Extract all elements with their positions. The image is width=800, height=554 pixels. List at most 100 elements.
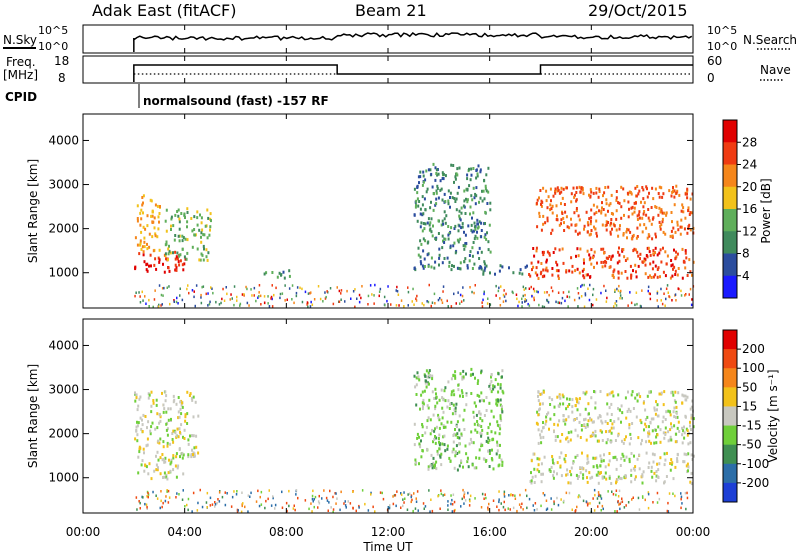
scatter-cell [205,248,208,252]
noise-cell [205,501,208,504]
scatter-cell [639,223,642,227]
scatter-cell [422,174,425,178]
noise-cell [439,297,441,300]
noise-cell [139,295,141,298]
scatter-cell [421,434,424,437]
scatter-cell [288,274,291,278]
noise-cell [221,297,223,301]
scatter-cell [419,445,422,449]
scatter-cell [478,424,481,427]
scatter-cell [196,210,199,214]
scatter-cell [597,439,600,443]
scatter-cell [581,188,584,192]
scatter-cell [154,257,157,261]
scatter-cell [599,390,602,393]
scatter-cell [453,408,456,412]
scatter-cell [495,402,498,406]
scatter-cell [577,475,580,478]
scatter-cell [465,372,467,376]
scatter-cell [530,471,532,475]
scatter-cell [476,222,479,226]
scatter-cell [483,235,486,239]
noise-cell [153,298,156,301]
scatter-cell [676,460,679,463]
scatter-cell [543,455,546,459]
scatter-cell [684,251,687,255]
scatter-cell [158,248,161,252]
scatter-cell [656,268,659,271]
scatter-cell [561,212,564,215]
scatter-cell [476,423,479,427]
scatter-cell [660,223,663,227]
scatter-cell [609,230,612,234]
scatter-cell [480,235,483,239]
noise-cell [387,506,390,509]
noise-cell [360,296,362,300]
scatter-cell [615,217,618,221]
scatter-cell [650,417,653,421]
noise-cell [690,303,693,307]
noise-cell [617,495,620,498]
scatter-cell [473,422,476,426]
freq-trace [133,64,693,82]
scatter-cell [670,229,673,233]
scatter-cell [653,453,656,457]
scatter-cell [611,254,614,258]
scatter-cell [157,466,159,470]
scatter-cell [476,230,478,234]
scatter-cell [608,392,611,396]
scatter-cell [633,201,636,205]
scatter-cell [656,403,659,407]
scatter-cell [607,430,610,433]
scatter-cell [472,410,475,414]
scatter-cell [689,420,691,424]
scatter-cell [155,403,158,407]
scatter-cell [444,174,447,178]
noise-cell [178,493,180,496]
scatter-cell [440,463,443,467]
scatter-cell [143,451,145,455]
scatter-cell [425,379,428,383]
scatter-cell [172,429,175,433]
scatter-cell [191,434,193,438]
scatter-cell [494,272,496,276]
scatter-cell [172,468,175,472]
noise-cell [223,299,226,302]
nave-tick-top: 60 [707,54,722,68]
scatter-cell [490,390,493,394]
noise-cell [538,303,540,307]
scatter-cell [478,394,481,398]
scatter-cell [637,264,640,268]
scatter-cell [426,221,429,225]
noise-cell [417,509,419,512]
scatter-cell [687,225,690,229]
scatter-cell [615,467,618,471]
scatter-cell [434,203,437,207]
scatter-cell [199,258,202,262]
scatter-cell [665,475,668,478]
scatter-cell [624,270,627,273]
noise-cell [361,489,364,492]
noise-cell [542,492,544,495]
scatter-cell [454,175,457,179]
scatter-cell [539,436,542,440]
x-tick-label: 12:00 [371,525,406,539]
noise-cell [199,488,201,492]
scatter-cell [478,200,480,204]
scatter-cell [656,408,658,412]
noise-cell [415,299,418,302]
noise-cell [451,503,454,506]
scatter-cell [618,253,621,257]
scatter-cell [175,434,178,438]
scatter-cell [535,266,538,270]
scatter-cell [414,205,417,209]
noise-cell [474,497,476,500]
scatter-cell [647,466,650,469]
scatter-cell [204,224,207,228]
noise-cell [182,489,184,492]
noise-cell [374,510,376,513]
scatter-cell [206,236,209,240]
scatter-cell [623,475,626,479]
scatter-cell [185,257,188,261]
noise-cell [525,299,528,302]
